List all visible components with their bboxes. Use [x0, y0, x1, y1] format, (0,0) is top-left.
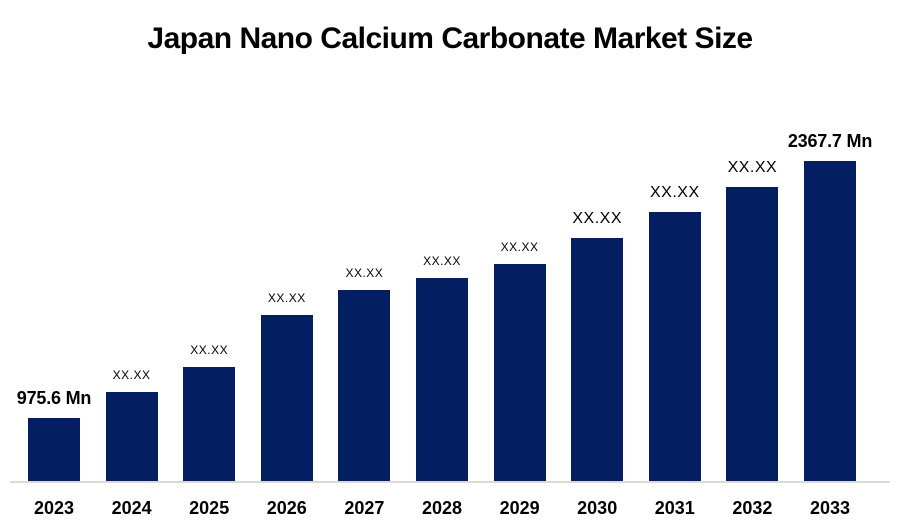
bar-2026: XX.XX [260, 292, 313, 481]
value-label-2029: XX.XX [500, 240, 539, 254]
x-axis-label-2024: 2024 [111, 498, 152, 518]
bar-2025: XX.XX [183, 344, 236, 481]
chart-title: Japan Nano Calcium Carbonate Market Size [147, 22, 753, 55]
value-label-2026: XX.XX [267, 291, 306, 305]
value-label-2028: XX.XX [423, 254, 461, 268]
x-axis-line [10, 481, 890, 483]
value-label-2027: XX.XX [345, 266, 384, 280]
bar-2023: 975.6 Mn [17, 389, 91, 481]
bar-2028: XX.XX [416, 255, 468, 481]
bar-2029: XX.XX [493, 241, 546, 481]
bar-2033: 2367.7 Mn [788, 132, 872, 481]
value-label-2030: XX.XX [572, 210, 623, 227]
x-axis-label-2030: 2030 [577, 498, 618, 518]
x-axis-label-2027: 2027 [344, 498, 385, 518]
x-axis-label-2028: 2028 [421, 498, 463, 518]
value-label-2033: 2367.7 Mn [787, 131, 873, 151]
x-axis-label-2026: 2026 [266, 498, 307, 518]
bar-2027: XX.XX [338, 267, 391, 481]
value-label-2031: XX.XX [649, 184, 700, 201]
value-label-2024: XX.XX [112, 368, 151, 382]
bar-2032: XX.XX [726, 160, 779, 481]
x-axis-label-2032: 2032 [732, 498, 773, 518]
bar-2031: XX.XX [648, 185, 701, 481]
bar-2024: XX.XX [105, 369, 158, 481]
value-label-2025: XX.XX [190, 343, 229, 357]
value-label-2023: 975.6 Mn [16, 388, 92, 408]
x-axis-label-2033: 2033 [809, 498, 851, 518]
bar-2030: XX.XX [571, 211, 624, 481]
x-axis-label-2023: 2023 [33, 498, 75, 518]
x-axis-label-2031: 2031 [654, 498, 695, 518]
value-label-2032: XX.XX [727, 159, 778, 176]
x-axis-label-2029: 2029 [499, 498, 540, 518]
x-axis-label-2025: 2025 [189, 498, 230, 518]
